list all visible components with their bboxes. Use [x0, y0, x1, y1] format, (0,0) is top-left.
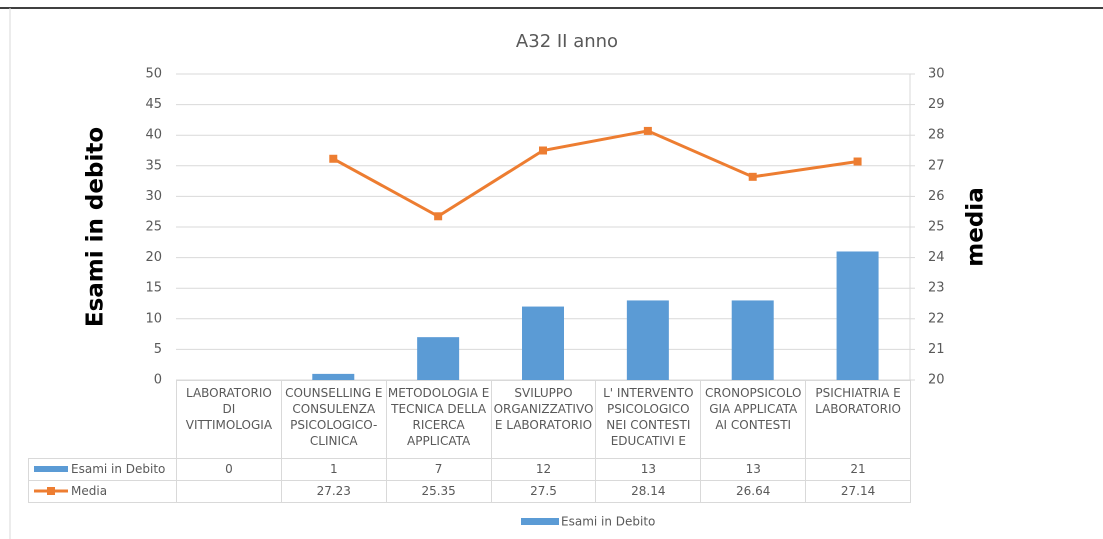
line-marker — [643, 126, 652, 135]
bar — [522, 306, 564, 380]
line-marker — [329, 154, 338, 163]
y2-tick-label: 30 — [928, 67, 945, 82]
bar — [731, 300, 774, 380]
y2-tick-label: 26 — [928, 189, 945, 204]
bar — [836, 251, 879, 380]
y-tick-label: 50 — [145, 67, 162, 82]
y-tick-label: 20 — [145, 250, 162, 265]
line-marker — [853, 157, 862, 166]
line-marker — [748, 172, 757, 181]
y-tick-label: 35 — [145, 158, 162, 173]
y-tick-label: 40 — [145, 128, 162, 143]
line-series — [332, 129, 858, 219]
y2-tick-label: 21 — [928, 342, 945, 357]
legend-label: Esami in Debito — [561, 515, 655, 529]
category-cell: PSICHIATRIA E LABORATORIO — [805, 380, 911, 459]
y-tick-label: 5 — [154, 342, 162, 357]
table-value: 27.14 — [805, 480, 911, 503]
y2-tick-label: 25 — [928, 220, 945, 235]
legend-swatch — [521, 518, 559, 525]
legend-swatch — [34, 466, 68, 472]
y2-tick-label: 28 — [928, 128, 945, 143]
y2-axis-title: media — [963, 187, 989, 266]
category-cell: SVILUPPO ORGANIZZATIVO E LABORATORIO — [490, 380, 597, 459]
y-tick-label: 10 — [145, 311, 162, 326]
y2-tick-label: 29 — [928, 97, 945, 112]
y-tick-label: 25 — [145, 220, 162, 235]
line-marker — [539, 146, 547, 155]
y-tick-label: 45 — [145, 97, 162, 112]
y-axis-title: Esami in debito — [83, 127, 109, 327]
y2-tick-label: 24 — [928, 250, 945, 265]
chart-title: A32 II anno — [516, 31, 618, 52]
category-cell: LABORATORIO DI VITTIMOLOGIA — [176, 380, 282, 459]
y-tick-label: 15 — [145, 281, 162, 296]
y2-tick-label: 23 — [928, 281, 945, 296]
row-header: Media — [28, 480, 177, 503]
legend-marker — [47, 487, 55, 495]
y2-tick-label: 27 — [928, 158, 945, 173]
y-tick-label: 0 — [154, 373, 162, 388]
bar — [626, 300, 669, 380]
line-marker — [434, 212, 443, 221]
bar — [312, 373, 355, 380]
bar — [417, 337, 460, 380]
y-tick-label: 30 — [145, 189, 162, 204]
y2-tick-label: 20 — [928, 373, 945, 388]
y2-tick-label: 22 — [928, 311, 945, 326]
